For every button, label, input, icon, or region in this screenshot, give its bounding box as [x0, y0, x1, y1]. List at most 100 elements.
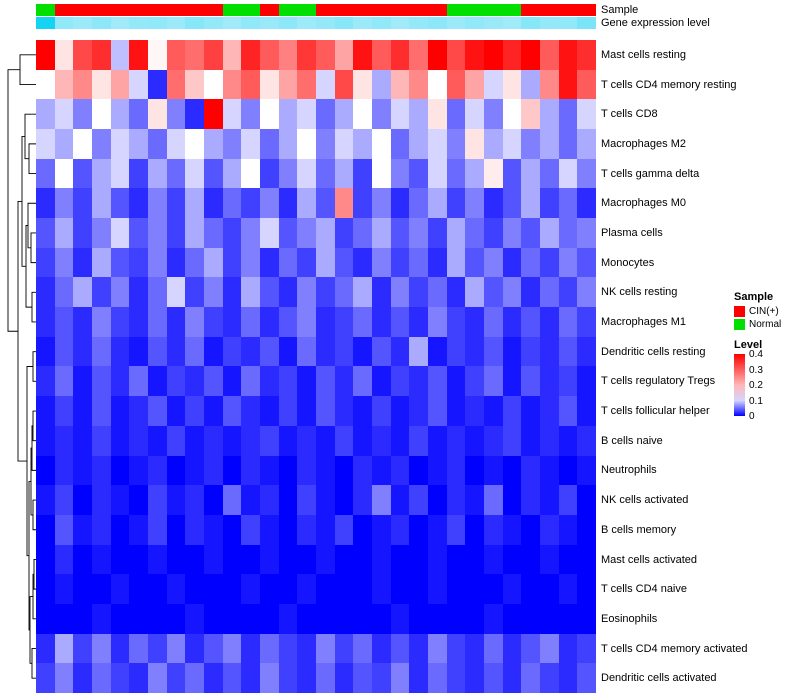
- heatmap-cell: [465, 129, 484, 159]
- heatmap-cell: [502, 277, 522, 308]
- heatmap-cell: [353, 99, 372, 130]
- heatmap-cell: [409, 40, 428, 70]
- heatmap-cell: [390, 455, 410, 486]
- heatmap-cell: [241, 336, 260, 367]
- heatmap-cell: [446, 188, 466, 219]
- heatmap-cell: [54, 69, 74, 100]
- heatmap-cell: [539, 277, 559, 308]
- sample-annotation-cell: [334, 4, 354, 16]
- heatmap-cell: [334, 69, 354, 100]
- heatmap-cell: [203, 514, 223, 545]
- heatmap-cell: [54, 663, 74, 693]
- heatmap-cell: [446, 307, 466, 337]
- gene-expression-cell: [371, 17, 391, 29]
- heatmap-cell: [91, 218, 111, 248]
- heatmap-cell: [539, 514, 559, 545]
- heatmap-cell: [390, 514, 410, 545]
- heatmap-cell: [36, 366, 55, 397]
- heatmap-cell: [427, 69, 447, 100]
- heatmap-cell: [409, 425, 428, 456]
- gene-expression-cell: [241, 17, 260, 29]
- heatmap-cell: [185, 336, 204, 367]
- heatmap-cell: [203, 307, 223, 337]
- row-label: T cells CD4 naive: [601, 583, 687, 596]
- heatmap-cell: [371, 99, 391, 130]
- row-label: T cells CD4 memory resting: [601, 78, 737, 91]
- sample-annotation-cell: [129, 4, 148, 16]
- heatmap-cell: [315, 425, 335, 456]
- heatmap-cell: [185, 247, 204, 278]
- heatmap-cell: [278, 277, 298, 308]
- heatmap-cell: [129, 603, 148, 634]
- heatmap-cell: [129, 129, 148, 159]
- heatmap-cell: [222, 247, 242, 278]
- sample-annotation-cell: [278, 4, 298, 16]
- heatmap-cell: [259, 544, 279, 575]
- heatmap-cell: [353, 158, 372, 189]
- heatmap-cell: [577, 129, 596, 159]
- heatmap-cell: [483, 247, 503, 278]
- heatmap-cell: [147, 485, 167, 515]
- heatmap-cell: [371, 40, 391, 70]
- heatmap-cell: [222, 514, 242, 545]
- heatmap-cell: [36, 485, 55, 515]
- heatmap-cell: [353, 544, 372, 575]
- heatmap-cell: [409, 396, 428, 426]
- level-tick-label: 0.3: [749, 364, 763, 376]
- heatmap-cell: [222, 158, 242, 189]
- heatmap-cell: [409, 307, 428, 337]
- heatmap-cell: [241, 69, 260, 100]
- gene-expression-cell: [483, 17, 503, 29]
- heatmap-cell: [502, 514, 522, 545]
- heatmap-cell: [110, 633, 130, 664]
- heatmap-cell: [502, 633, 522, 664]
- heatmap-cell: [297, 544, 316, 575]
- heatmap-cell: [315, 158, 335, 189]
- heatmap-cell: [558, 158, 578, 189]
- heatmap-cell: [465, 218, 484, 248]
- heatmap-cell: [502, 40, 522, 70]
- heatmap-cell: [371, 218, 391, 248]
- gene-expression-cell: [521, 17, 540, 29]
- heatmap-cell: [539, 663, 559, 693]
- gene-expression-cell: [446, 17, 466, 29]
- heatmap-cell: [259, 603, 279, 634]
- gene-expression-cell: [203, 17, 223, 29]
- heatmap-cell: [427, 633, 447, 664]
- heatmap-cell: [203, 40, 223, 70]
- heatmap-cell: [203, 336, 223, 367]
- heatmap-cell: [203, 544, 223, 575]
- heatmap-cell: [185, 99, 204, 130]
- heatmap-cell: [203, 425, 223, 456]
- heatmap-cell: [502, 336, 522, 367]
- heatmap-cell: [297, 366, 316, 397]
- heatmap-cell: [147, 69, 167, 100]
- sample-annotation-cell: [502, 4, 522, 16]
- heatmap-cell: [185, 514, 204, 545]
- gene-expression-cell: [465, 17, 484, 29]
- heatmap-cell: [278, 307, 298, 337]
- heatmap-cell: [36, 396, 55, 426]
- row-label: Mast cells resting: [601, 48, 686, 61]
- heatmap-cell: [185, 603, 204, 634]
- heatmap-cell: [353, 485, 372, 515]
- row-dendrogram: [7, 54, 36, 679]
- heatmap-cell: [539, 574, 559, 604]
- heatmap-cell: [465, 307, 484, 337]
- heatmap-cell: [222, 188, 242, 219]
- heatmap-cell: [222, 99, 242, 130]
- heatmap-cell: [91, 574, 111, 604]
- heatmap-cell: [203, 277, 223, 308]
- heatmap-cell: [334, 663, 354, 693]
- heatmap-cell: [278, 366, 298, 397]
- heatmap-cell: [203, 366, 223, 397]
- heatmap-cell: [371, 396, 391, 426]
- heatmap-cell: [278, 663, 298, 693]
- level-gradient-bar: [734, 354, 745, 416]
- heatmap-cell: [409, 514, 428, 545]
- heatmap-cell: [147, 277, 167, 308]
- heatmap-cell: [110, 99, 130, 130]
- heatmap-cell: [446, 603, 466, 634]
- heatmap-cell: [521, 455, 540, 486]
- row-label: NK cells resting: [601, 286, 678, 299]
